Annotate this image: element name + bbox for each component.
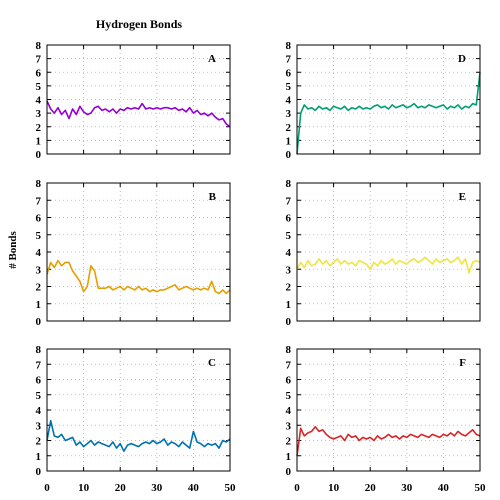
y-tick-label: 7 <box>36 359 42 371</box>
y-tick-label: 3 <box>286 108 292 120</box>
y-tick-label: 0 <box>36 466 42 478</box>
y-tick-label: 7 <box>286 195 292 207</box>
series-line-e <box>296 256 481 274</box>
panel-b: 0 1 2 3 4 5 6 7 8 B <box>36 178 231 328</box>
y-tick-label: 6 <box>286 213 292 225</box>
y-tick-label: 4 <box>36 247 42 259</box>
y-tick-label: 2 <box>36 436 42 448</box>
x-tick-label: 20 <box>115 482 127 494</box>
y-tick-label: 1 <box>286 299 292 311</box>
y-tick-label: 2 <box>286 282 292 294</box>
x-tick-label: 20 <box>365 482 377 494</box>
y-tick-label: 4 <box>36 405 42 417</box>
y-tick-label: 1 <box>36 299 42 311</box>
y-axis-label: # Bonds <box>7 230 19 268</box>
x-tick-label: 30 <box>151 482 163 494</box>
x-tick-label: 40 <box>438 482 450 494</box>
y-tick-label: 6 <box>36 213 42 225</box>
y-tick-label: 0 <box>286 316 292 328</box>
panel-label: C <box>208 357 216 369</box>
y-tick-label: 0 <box>286 466 292 478</box>
series-line-c <box>46 419 231 453</box>
plot-frame <box>296 44 481 155</box>
y-tick-label: 6 <box>36 67 42 79</box>
y-tick-label: 8 <box>36 344 42 356</box>
y-tick-label: 0 <box>36 316 42 328</box>
panel-c: 0 1 2 3 4 5 6 7 8 0 10 20 30 40 50 C <box>36 344 237 494</box>
y-tick-label: 1 <box>286 451 292 463</box>
series-line-f <box>296 425 481 456</box>
y-tick-label: 5 <box>286 81 292 93</box>
panel-label: A <box>208 53 216 65</box>
plot-frame <box>296 182 481 322</box>
y-tick-label: 3 <box>286 264 292 276</box>
y-tick-label: 1 <box>286 135 292 147</box>
y-tick-label: 5 <box>36 230 42 242</box>
series-line-d <box>296 72 481 155</box>
panel-label: E <box>459 191 466 203</box>
y-tick-label: 5 <box>286 390 292 402</box>
y-tick-label: 5 <box>36 390 42 402</box>
y-tick-label: 4 <box>36 95 42 107</box>
x-tick-label: 10 <box>328 482 340 494</box>
x-tick-label: 30 <box>401 482 413 494</box>
y-tick-label: 7 <box>36 54 42 66</box>
x-tick-label: 10 <box>78 482 90 494</box>
y-tick-label: 5 <box>36 81 42 93</box>
y-tick-label: 8 <box>286 344 292 356</box>
y-tick-label: 5 <box>286 230 292 242</box>
y-tick-label: 6 <box>286 375 292 387</box>
y-tick-label: 0 <box>36 149 42 161</box>
y-tick-label: 2 <box>286 436 292 448</box>
x-tick-label: 40 <box>188 482 200 494</box>
plot-frame <box>296 348 481 472</box>
series-line-b <box>46 259 231 295</box>
y-tick-label: 2 <box>286 122 292 134</box>
y-tick-label: 8 <box>36 40 42 52</box>
panel-f: 0 1 2 3 4 5 6 7 8 0 10 20 30 40 50 F <box>286 344 487 494</box>
y-tick-label: 7 <box>286 359 292 371</box>
x-tick-label: 50 <box>475 482 487 494</box>
y-tick-label: 2 <box>36 282 42 294</box>
y-tick-label: 4 <box>286 247 292 259</box>
panel-e: 0 1 2 3 4 5 6 7 8 E <box>286 178 481 328</box>
y-tick-label: 3 <box>36 108 42 120</box>
y-tick-label: 6 <box>286 67 292 79</box>
y-tick-label: 7 <box>36 195 42 207</box>
y-tick-label: 0 <box>286 149 292 161</box>
plot-frame <box>46 348 231 472</box>
y-tick-label: 1 <box>36 451 42 463</box>
y-tick-label: 4 <box>286 405 292 417</box>
panel-a: 0 12 34 5 67 8 A <box>36 40 231 161</box>
y-tick-label: 7 <box>286 54 292 66</box>
y-tick-label: 8 <box>286 178 292 190</box>
chart-title: Hydrogen Bonds <box>96 17 182 31</box>
panel-label: F <box>459 357 466 369</box>
y-tick-label: 8 <box>36 178 42 190</box>
y-tick-label: 3 <box>36 420 42 432</box>
y-tick-label: 3 <box>36 264 42 276</box>
y-tick-label: 4 <box>286 95 292 107</box>
series-line-a <box>46 100 231 128</box>
plot-frame <box>46 44 231 155</box>
y-tick-label: 6 <box>36 375 42 387</box>
y-tick-label: 8 <box>286 40 292 52</box>
plot-frame <box>46 182 231 322</box>
panel-label: B <box>209 191 217 203</box>
y-tick-label: 1 <box>36 135 42 147</box>
x-tick-label: 50 <box>225 482 237 494</box>
y-tick-label: 3 <box>286 420 292 432</box>
x-tick-label: 0 <box>294 482 300 494</box>
panel-d: 0 12 34 5 67 8 D <box>286 40 481 161</box>
x-tick-label: 0 <box>44 482 50 494</box>
y-tick-label: 2 <box>36 122 42 134</box>
panel-label: D <box>458 53 466 65</box>
